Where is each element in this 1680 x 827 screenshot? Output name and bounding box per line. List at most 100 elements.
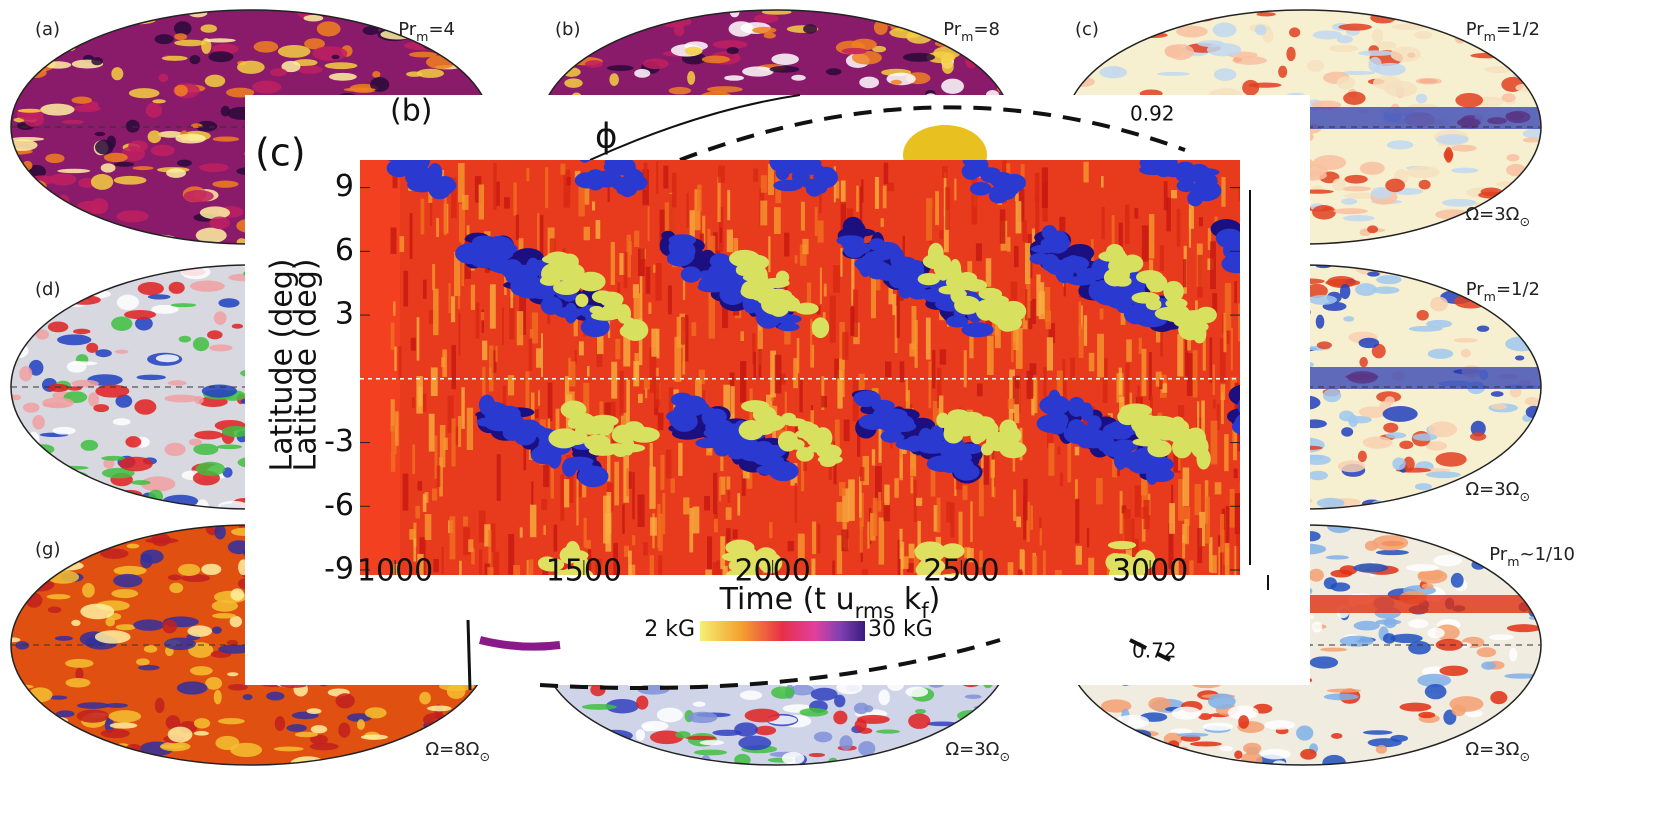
heat-texture bbox=[900, 529, 903, 559]
map-texture bbox=[20, 3, 51, 17]
heat-texture bbox=[841, 529, 848, 551]
heat-texture bbox=[468, 539, 473, 552]
heat-texture bbox=[493, 163, 496, 210]
map-texture bbox=[1312, 205, 1336, 220]
map-texture bbox=[1368, 57, 1381, 73]
map-texture bbox=[47, 384, 69, 392]
heat-texture bbox=[418, 386, 422, 406]
map-texture bbox=[881, 9, 898, 20]
heat-texture bbox=[839, 359, 845, 397]
heat-texture bbox=[910, 477, 913, 494]
panel-text: Ω=3Ω⊙ bbox=[1465, 739, 1530, 764]
heat-texture bbox=[411, 338, 416, 351]
map-texture bbox=[1122, 734, 1147, 738]
heat-texture bbox=[541, 333, 543, 377]
text-part: Ω=8Ω bbox=[425, 739, 479, 760]
map-texture bbox=[986, 719, 1012, 733]
heat-texture bbox=[970, 501, 972, 542]
map-texture bbox=[1359, 357, 1368, 367]
map-texture bbox=[1176, 26, 1208, 38]
panel-text: (g) bbox=[35, 539, 60, 560]
heat-texture bbox=[458, 296, 460, 309]
heat-texture bbox=[526, 168, 529, 181]
heat-blob bbox=[577, 272, 606, 292]
heat-texture bbox=[442, 349, 447, 376]
map-texture bbox=[275, 716, 285, 731]
map-texture bbox=[4, 572, 29, 585]
heat-texture bbox=[1193, 350, 1198, 397]
heat-texture bbox=[634, 231, 639, 247]
map-texture bbox=[11, 506, 38, 512]
heat-texture bbox=[1023, 479, 1027, 521]
heat-blob bbox=[1120, 403, 1152, 417]
map-texture bbox=[1506, 154, 1519, 162]
map-texture bbox=[1255, 25, 1267, 36]
subscript: m bbox=[1484, 289, 1496, 304]
text-part: =8 bbox=[973, 19, 1000, 40]
heat-blob bbox=[562, 458, 577, 477]
subscript: ⊙ bbox=[1519, 214, 1530, 229]
map-texture bbox=[298, 66, 323, 74]
map-texture bbox=[1392, 457, 1405, 470]
heat-texture bbox=[839, 482, 845, 496]
heat-blob bbox=[1197, 448, 1211, 469]
map-texture bbox=[1507, 624, 1541, 632]
map-texture bbox=[1296, 726, 1313, 741]
heat-texture bbox=[761, 175, 767, 193]
text-part: =1/2 bbox=[1496, 279, 1540, 300]
map-texture bbox=[1367, 225, 1378, 233]
heat-texture bbox=[586, 540, 591, 549]
heat-texture bbox=[1149, 214, 1154, 258]
heat-texture bbox=[531, 393, 535, 420]
heat-texture bbox=[1089, 353, 1095, 372]
map-texture bbox=[86, 343, 98, 353]
heat-blob bbox=[582, 466, 605, 483]
text-part: Pr bbox=[1489, 544, 1508, 565]
map-texture bbox=[228, 684, 248, 691]
heat-texture bbox=[658, 555, 662, 575]
heat-texture bbox=[727, 190, 730, 220]
map-texture bbox=[693, 701, 706, 706]
subscript: ⊙ bbox=[1519, 749, 1530, 764]
map-texture bbox=[1481, 187, 1502, 196]
map-texture bbox=[70, 361, 97, 365]
map-texture bbox=[889, 27, 923, 38]
heat-texture bbox=[584, 518, 587, 548]
map-texture bbox=[799, 708, 828, 717]
heat-texture bbox=[1211, 421, 1218, 465]
map-texture bbox=[1409, 530, 1427, 537]
heat-texture bbox=[1171, 485, 1173, 505]
map-texture bbox=[1437, 235, 1447, 244]
map-texture bbox=[204, 38, 235, 42]
map-texture bbox=[1446, 491, 1466, 500]
heat-texture bbox=[775, 355, 782, 394]
map-texture bbox=[1529, 616, 1547, 620]
map-texture bbox=[331, 55, 339, 59]
map-texture bbox=[1406, 564, 1439, 571]
text-part: k bbox=[894, 582, 922, 617]
map-texture bbox=[1442, 10, 1477, 19]
heat-blob bbox=[1177, 179, 1195, 192]
map-texture bbox=[1127, 21, 1141, 32]
heat-texture bbox=[720, 536, 725, 569]
heat-texture bbox=[418, 481, 423, 491]
heat-texture bbox=[774, 207, 781, 234]
map-texture bbox=[865, 757, 889, 766]
heat-texture bbox=[797, 338, 800, 373]
text-part: Ω=3Ω bbox=[1465, 204, 1519, 225]
heat-blob bbox=[1000, 441, 1027, 458]
text-part: Pr bbox=[943, 19, 962, 40]
heat-texture bbox=[740, 361, 746, 402]
heat-texture bbox=[1210, 241, 1216, 289]
heat-blob bbox=[970, 182, 992, 195]
map-texture bbox=[1323, 389, 1341, 402]
panel-text: Ω=8Ω⊙ bbox=[425, 739, 490, 764]
heat-texture bbox=[398, 346, 401, 379]
map-texture bbox=[1413, 433, 1438, 440]
heat-texture bbox=[662, 493, 665, 534]
heat-texture bbox=[658, 514, 663, 552]
map-texture bbox=[826, 68, 842, 75]
map-texture bbox=[1477, 325, 1489, 331]
heat-texture bbox=[1031, 397, 1034, 415]
heat-texture bbox=[1096, 478, 1103, 504]
